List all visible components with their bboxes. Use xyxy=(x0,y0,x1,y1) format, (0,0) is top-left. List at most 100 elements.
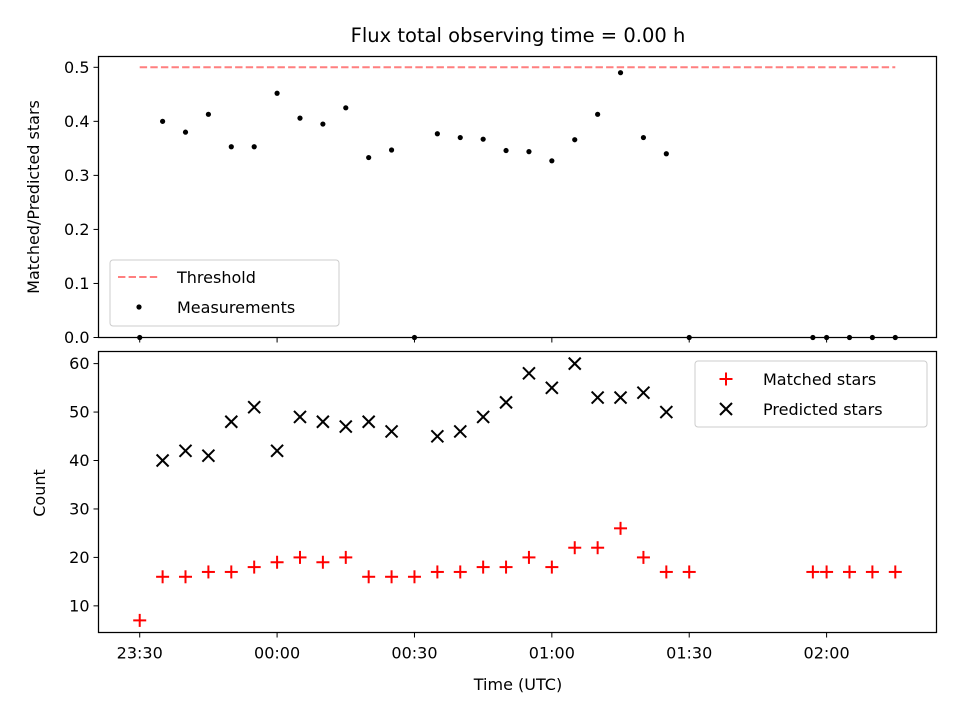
matched-star-marker xyxy=(339,550,353,564)
predicted-star-marker xyxy=(247,400,261,414)
matched-star-marker xyxy=(842,565,856,579)
y-tick-label: 60 xyxy=(69,354,89,373)
measurement-point xyxy=(457,134,463,141)
matched-star-marker xyxy=(133,613,147,627)
matched-star-marker xyxy=(224,565,238,579)
measurement-point xyxy=(366,154,372,161)
count-plot-area xyxy=(133,356,902,627)
y-tick-label: 0.5 xyxy=(64,58,89,77)
matched-star-marker xyxy=(179,570,193,584)
count-x-ticks: 23:30 00:00 00:30 01:00 01:30 02:00 xyxy=(117,632,850,663)
chart-title: Flux total observing time = 0.00 h xyxy=(351,24,686,47)
matched-star-marker xyxy=(888,565,902,579)
ratio-y-axis-label: Matched/Predicted stars xyxy=(24,100,43,294)
x-tick-label: 23:30 xyxy=(117,644,163,663)
legend-measurements-label: Measurements xyxy=(177,298,295,317)
count-y-axis-label: Count xyxy=(30,469,49,517)
matched-star-marker xyxy=(568,541,582,555)
matched-star-marker xyxy=(820,565,834,579)
legend-predicted-swatch xyxy=(719,402,733,416)
count-legend-box xyxy=(694,360,928,428)
matched-star-marker xyxy=(614,521,628,535)
predicted-star-marker xyxy=(339,419,353,434)
matched-star-marker xyxy=(545,560,559,574)
y-tick-label: 10 xyxy=(69,596,89,615)
ratio-panel: Flux total observing time = 0.00 h Match… xyxy=(24,24,938,347)
measurement-point xyxy=(388,147,395,153)
predicted-star-marker xyxy=(499,395,513,410)
matched-star-marker xyxy=(201,565,215,579)
predicted-star-marker xyxy=(361,415,376,429)
matched-star-marker xyxy=(682,565,696,579)
predicted-star-marker xyxy=(476,410,490,424)
predicted-star-marker xyxy=(659,405,674,419)
predicted-star-marker xyxy=(568,356,582,371)
measurement-point xyxy=(205,111,212,117)
ratio-axes-frame xyxy=(97,55,938,339)
count-axes-frame xyxy=(97,350,938,634)
y-tick-label: 0.4 xyxy=(64,112,89,131)
count-legend: Matched stars Predicted stars xyxy=(694,360,928,428)
predicted-star-marker xyxy=(155,453,170,468)
matched-star-marker xyxy=(156,570,170,584)
measurement-point xyxy=(526,149,532,155)
measurement-point xyxy=(297,115,303,121)
predicted-star-marker xyxy=(293,410,307,424)
y-tick-label: 0.0 xyxy=(64,328,89,347)
legend-predicted-label: Predicted stars xyxy=(763,400,883,419)
matched-star-marker xyxy=(362,570,376,584)
measurement-point xyxy=(182,129,189,135)
matched-star-marker xyxy=(430,565,444,579)
y-tick-label: 20 xyxy=(69,548,89,567)
measurement-point xyxy=(480,136,486,142)
count-panel: Count Time (UTC) 10 20 30 40 50 60 23:30 00:00… xyxy=(30,350,938,694)
measurement-point xyxy=(343,105,349,111)
measurement-point xyxy=(663,151,669,157)
x-tick-label: 02:00 xyxy=(804,644,850,663)
matched-star-marker xyxy=(407,570,421,584)
ratio-x-ticks xyxy=(139,337,828,343)
count-y-ticks: 10 20 30 40 50 60 xyxy=(69,354,99,615)
y-tick-label: 0.3 xyxy=(64,166,89,185)
ratio-legend-box xyxy=(109,259,340,327)
predicted-star-marker xyxy=(636,385,651,400)
matched-star-marker xyxy=(659,565,673,579)
predicted-star-marker xyxy=(224,415,239,429)
x-tick-label: 00:00 xyxy=(254,644,300,663)
matched-star-marker xyxy=(293,550,307,564)
legend-threshold-label: Threshold xyxy=(176,268,256,287)
measurement-point xyxy=(617,70,624,76)
predicted-star-marker xyxy=(430,429,445,443)
x-axis-label: Time (UTC) xyxy=(473,675,562,694)
ratio-plot-area xyxy=(137,66,898,341)
predicted-star-marker xyxy=(270,444,284,458)
predicted-star-marker xyxy=(590,390,605,405)
y-tick-label: 50 xyxy=(69,403,89,422)
matched-star-marker xyxy=(806,565,820,579)
predicted-star-marker xyxy=(453,424,467,439)
measurement-point xyxy=(503,147,509,154)
matched-star-marker xyxy=(865,565,879,579)
predicted-star-marker xyxy=(201,448,216,463)
matched-star-marker xyxy=(385,570,399,584)
matched-star-marker xyxy=(636,550,650,564)
predicted-star-marker xyxy=(613,390,628,405)
measurement-point xyxy=(228,144,234,150)
measurement-point xyxy=(160,118,166,124)
predicted-star-marker xyxy=(545,381,559,395)
matched-star-marker xyxy=(476,560,490,574)
ratio-y-ticks: 0.0 0.1 0.2 0.3 0.4 0.5 xyxy=(64,58,99,347)
y-tick-label: 0.2 xyxy=(64,220,89,239)
matched-star-marker xyxy=(316,555,330,569)
y-tick-label: 0.1 xyxy=(64,274,89,293)
matched-star-marker xyxy=(499,560,513,574)
measurement-point xyxy=(640,134,647,141)
predicted-star-marker xyxy=(522,366,536,381)
legend-matched-swatch xyxy=(719,372,733,386)
measurement-point xyxy=(549,158,555,164)
legend-matched-label: Matched stars xyxy=(763,370,876,389)
matched-star-marker xyxy=(270,555,284,569)
x-tick-label: 01:00 xyxy=(529,644,575,663)
